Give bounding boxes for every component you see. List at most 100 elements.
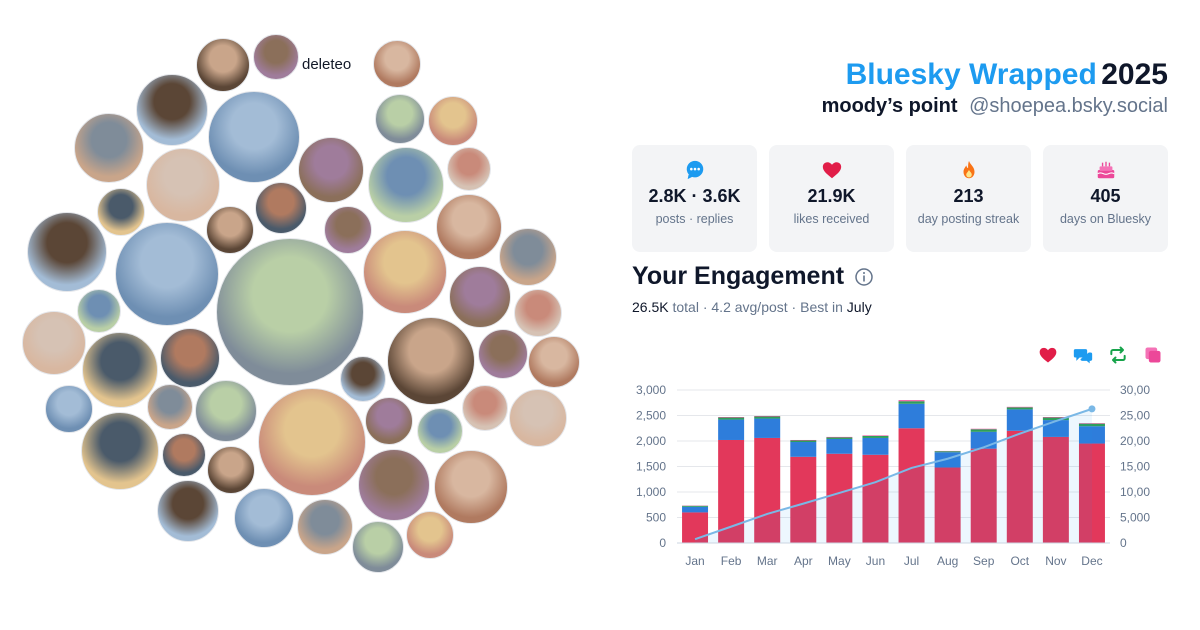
heart-icon bbox=[822, 162, 841, 179]
avatar bbox=[74, 113, 144, 183]
engagement-total: 26.5K bbox=[632, 299, 669, 315]
bar-segment bbox=[790, 440, 817, 443]
avatar bbox=[462, 385, 508, 431]
bar-segment bbox=[790, 442, 817, 457]
bar-segment bbox=[1042, 417, 1069, 421]
avatar bbox=[352, 521, 404, 573]
x-tick-label: Jun bbox=[866, 554, 885, 568]
avatar bbox=[22, 311, 86, 375]
bar-segment bbox=[1078, 443, 1105, 543]
x-tick-label: Mar bbox=[757, 554, 778, 568]
display-name: moody’s point bbox=[821, 95, 958, 117]
bar-segment bbox=[682, 506, 709, 513]
bar-segment bbox=[1042, 417, 1069, 418]
avatar bbox=[77, 289, 121, 333]
y-left-tick-label: 1,000 bbox=[636, 485, 666, 499]
avatar bbox=[195, 380, 257, 442]
y-left-tick-label: 0 bbox=[659, 536, 666, 550]
bar-segment bbox=[1078, 426, 1105, 444]
y-right-tick-label: 0 bbox=[1120, 536, 1127, 550]
avatar bbox=[447, 147, 491, 191]
avatar bbox=[428, 96, 478, 146]
brand-title: Bluesky Wrapped bbox=[845, 58, 1097, 91]
y-right-tick-label: 10,000 bbox=[1120, 485, 1150, 499]
avatar bbox=[208, 91, 300, 183]
bar-segment bbox=[754, 416, 781, 419]
avatar bbox=[514, 289, 562, 337]
bar-segment bbox=[682, 505, 709, 507]
best-month: July bbox=[846, 299, 872, 315]
avatar bbox=[509, 389, 567, 447]
bar-segment bbox=[1006, 430, 1033, 543]
avatar bbox=[82, 332, 158, 408]
bar-segment bbox=[790, 456, 817, 543]
bar-segment bbox=[826, 453, 853, 543]
engagement-summary: 26.5K total · 4.2 avg/post · Best in Jul… bbox=[632, 299, 872, 315]
bar-segment bbox=[754, 416, 781, 417]
avatar bbox=[436, 194, 502, 260]
avatar bbox=[358, 449, 430, 521]
avatar bbox=[434, 450, 508, 524]
bar-segment bbox=[970, 448, 997, 543]
bar-segment bbox=[1078, 423, 1105, 424]
bar-segment bbox=[862, 435, 889, 438]
bar-segment bbox=[898, 401, 925, 404]
stat-label: day posting streak bbox=[917, 212, 1020, 226]
user-handle: @shoepea.bsky.social bbox=[969, 95, 1168, 117]
bar-segment bbox=[754, 437, 781, 543]
bar-segment bbox=[826, 438, 853, 454]
avatar bbox=[449, 266, 511, 328]
quote-icon[interactable] bbox=[1143, 345, 1163, 365]
avatar bbox=[417, 408, 463, 454]
heart-icon[interactable] bbox=[1038, 345, 1058, 365]
bar-segment bbox=[826, 436, 853, 438]
stat-card-streak: 213 day posting streak bbox=[906, 145, 1031, 252]
avatar bbox=[162, 433, 206, 477]
avatar bbox=[478, 329, 528, 379]
avatar bbox=[253, 34, 299, 80]
avatar bbox=[340, 356, 386, 402]
avatar bbox=[157, 480, 219, 542]
stat-card-likes: 21.9K likes received bbox=[769, 145, 894, 252]
reply-icon[interactable] bbox=[1073, 345, 1093, 365]
stat-cards: 2.8K · 3.6K posts · replies 21.9K likes … bbox=[632, 145, 1168, 252]
avatar bbox=[365, 397, 413, 445]
stat-value: 2.8K · 3.6K bbox=[648, 186, 741, 206]
year-title: 2025 bbox=[1101, 58, 1168, 91]
bar-segment bbox=[1042, 436, 1069, 543]
avatar bbox=[115, 222, 219, 326]
bar-segment bbox=[862, 437, 889, 455]
bar-segment bbox=[718, 417, 745, 418]
x-tick-label: Sep bbox=[973, 554, 995, 568]
avatar bbox=[147, 384, 193, 430]
y-right-tick-label: 25,000 bbox=[1120, 409, 1150, 423]
avatar bbox=[136, 74, 208, 146]
avatar bbox=[216, 238, 364, 386]
x-tick-label: Apr bbox=[794, 554, 813, 568]
x-tick-label: Nov bbox=[1045, 554, 1066, 568]
y-right-tick-label: 5,000 bbox=[1120, 511, 1150, 525]
flame-icon bbox=[963, 160, 974, 179]
avatar bbox=[146, 148, 220, 222]
avatar bbox=[234, 488, 294, 548]
stat-value: 21.9K bbox=[807, 186, 856, 206]
bar-segment bbox=[826, 437, 853, 439]
x-tick-label: Jul bbox=[904, 554, 919, 568]
bar-segment bbox=[718, 417, 745, 420]
y-right-tick-label: 30,000 bbox=[1120, 383, 1150, 397]
y-right-tick-label: 20,000 bbox=[1120, 434, 1150, 448]
cake-icon bbox=[1097, 161, 1114, 179]
info-icon[interactable] bbox=[854, 267, 874, 287]
profile-subtitle: moody’s point @shoepea.bsky.social bbox=[822, 95, 1168, 118]
y-left-tick-label: 2,500 bbox=[636, 409, 666, 423]
stat-label: days on Bluesky bbox=[1059, 212, 1152, 226]
repost-icon[interactable] bbox=[1108, 345, 1128, 365]
stat-card-posts: 2.8K · 3.6K posts · replies bbox=[632, 145, 757, 252]
deleted-account-label: deleteo bbox=[302, 56, 352, 73]
cumulative-line bbox=[694, 407, 1093, 541]
y-left-tick-label: 1,500 bbox=[636, 460, 666, 474]
bar-segment bbox=[970, 429, 997, 432]
avatar bbox=[27, 212, 107, 292]
chat-bubble-icon bbox=[686, 160, 703, 180]
avatar bbox=[81, 412, 159, 490]
